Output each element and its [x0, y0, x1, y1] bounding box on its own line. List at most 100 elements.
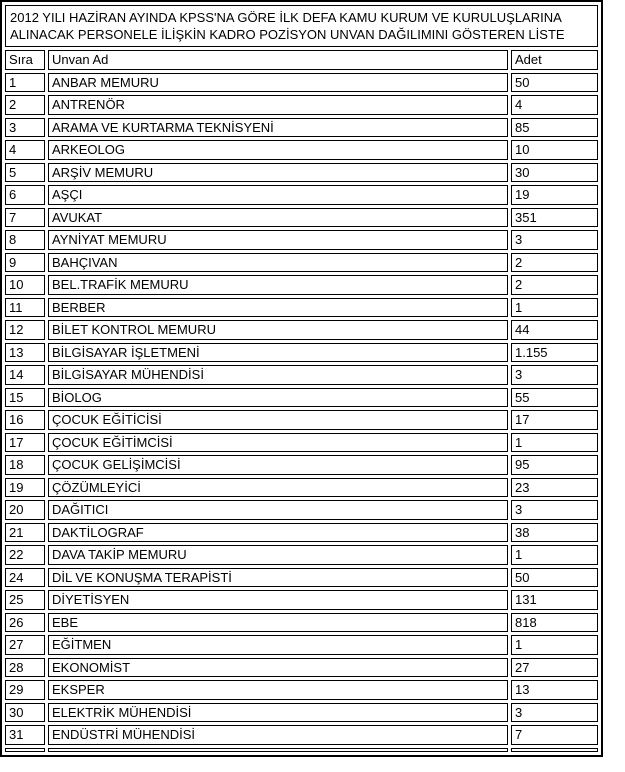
row-sira-cell: 14: [5, 365, 45, 385]
row-unvan-cell: EKONOMİST: [48, 657, 508, 677]
row-adet-cell: 13: [511, 680, 598, 700]
row-sira-cell: 19: [5, 477, 45, 497]
row-unvan-cell: DİYETİSYEN: [48, 590, 508, 610]
row-adet-cell: 7: [511, 725, 598, 745]
row-adet-cell: 3: [511, 702, 598, 722]
table-row: 15 BİOLOG 55: [5, 387, 598, 407]
table-row: 13 BİLGİSAYAR İŞLETMENİ 1.155: [5, 342, 598, 362]
row-adet-cell: 17: [511, 410, 598, 430]
table-row: 10 BEL.TRAFİK MEMURU 2: [5, 275, 598, 295]
row-unvan-cell: BAHÇIVAN: [48, 252, 508, 272]
row-unvan-cell: AVUKAT: [48, 207, 508, 227]
row-unvan-cell: ANBAR MEMURU: [48, 72, 508, 92]
table-row: 27 EĞİTMEN 1: [5, 635, 598, 655]
table-row: 16 ÇOCUK EĞİTİCİSİ 17: [5, 410, 598, 430]
row-unvan-cell: BİOLOG: [48, 387, 508, 407]
table-row: 21 DAKTİLOGRAF 38: [5, 522, 598, 542]
row-adet-cell: 30: [511, 162, 598, 182]
row-adet-cell: 27: [511, 657, 598, 677]
row-sira-cell: 11: [5, 297, 45, 317]
table-row: 30 ELEKTRİK MÜHENDİSİ 3: [5, 702, 598, 722]
table-row: 3 ARAMA VE KURTARMA TEKNİSYENİ 85: [5, 117, 598, 137]
row-sira-cell: 2: [5, 95, 45, 115]
table-body: 1 ANBAR MEMURU 50 2 ANTRENÖR 4 3 ARAMA VE KURTA…: [5, 72, 598, 745]
row-adet-cell: 1: [511, 432, 598, 452]
row-unvan-cell: ARAMA VE KURTARMA TEKNİSYENİ: [48, 117, 508, 137]
row-adet-cell: [511, 747, 598, 752]
header-row: Sıra Unvan Ad Adet: [5, 50, 598, 70]
row-sira-cell: 4: [5, 140, 45, 160]
row-adet-cell: 1.155: [511, 342, 598, 362]
row-adet-cell: 131: [511, 590, 598, 610]
table-row: 18 ÇOCUK GELİŞİMCİSİ 95: [5, 455, 598, 475]
table-row: 24 DİL VE KONUŞMA TERAPİSTİ 50: [5, 567, 598, 587]
row-unvan-cell: BEL.TRAFİK MEMURU: [48, 275, 508, 295]
row-sira-cell: 9: [5, 252, 45, 272]
row-adet-cell: 10: [511, 140, 598, 160]
table-row: 7 AVUKAT 351: [5, 207, 598, 227]
table-row: 8 AYNİYAT MEMURU 3: [5, 230, 598, 250]
row-unvan-cell: ANTRENÖR: [48, 95, 508, 115]
row-unvan-cell: BİLGİSAYAR İŞLETMENİ: [48, 342, 508, 362]
table-row: 31 ENDÜSTRİ MÜHENDİSİ 7: [5, 725, 598, 745]
row-sira-cell: 3: [5, 117, 45, 137]
row-sira-cell: 5: [5, 162, 45, 182]
row-sira-cell: 30: [5, 702, 45, 722]
row-unvan-cell: AYNİYAT MEMURU: [48, 230, 508, 250]
row-unvan-cell: DAĞITICI: [48, 500, 508, 520]
row-unvan-cell: AŞÇI: [48, 185, 508, 205]
row-sira-cell: 13: [5, 342, 45, 362]
row-sira-cell: 31: [5, 725, 45, 745]
row-sira-cell: 7: [5, 207, 45, 227]
row-adet-cell: 1: [511, 635, 598, 655]
table-row: 14 BİLGİSAYAR MÜHENDİSİ 3: [5, 365, 598, 385]
table-row: 5 ARŞİV MEMURU 30: [5, 162, 598, 182]
row-sira-cell: [5, 747, 45, 752]
row-sira-cell: 15: [5, 387, 45, 407]
row-unvan-cell: ENDÜSTRİ MÜHENDİSİ: [48, 725, 508, 745]
row-sira-cell: 28: [5, 657, 45, 677]
row-adet-cell: 351: [511, 207, 598, 227]
table-row: 26 EBE 818: [5, 612, 598, 632]
row-adet-cell: 95: [511, 455, 598, 475]
table-row: 25 DİYETİSYEN 131: [5, 590, 598, 610]
column-header-adet: Adet: [511, 50, 598, 70]
table-row: 19 ÇÖZÜMLEYİCİ 23: [5, 477, 598, 497]
row-unvan-cell: EKSPER: [48, 680, 508, 700]
list-title: 2012 YILI HAZİRAN AYINDA KPSS'NA GÖRE İL…: [5, 5, 598, 47]
row-sira-cell: 8: [5, 230, 45, 250]
row-adet-cell: 55: [511, 387, 598, 407]
row-unvan-cell: ÇOCUK EĞİTİCİSİ: [48, 410, 508, 430]
row-unvan-cell: ÇOCUK GELİŞİMCİSİ: [48, 455, 508, 475]
row-unvan-cell: BERBER: [48, 297, 508, 317]
row-adet-cell: 50: [511, 567, 598, 587]
row-sira-cell: 24: [5, 567, 45, 587]
row-unvan-cell: ÇÖZÜMLEYİCİ: [48, 477, 508, 497]
row-sira-cell: 25: [5, 590, 45, 610]
row-sira-cell: 22: [5, 545, 45, 565]
row-adet-cell: 38: [511, 522, 598, 542]
row-adet-cell: 2: [511, 275, 598, 295]
row-unvan-cell: ÇOCUK EĞİTİMCİSİ: [48, 432, 508, 452]
row-adet-cell: 3: [511, 365, 598, 385]
row-adet-cell: 3: [511, 500, 598, 520]
table-row: 1 ANBAR MEMURU 50: [5, 72, 598, 92]
table-row: 9 BAHÇIVAN 2: [5, 252, 598, 272]
table-row: 20 DAĞITICI 3: [5, 500, 598, 520]
row-sira-cell: 17: [5, 432, 45, 452]
row-unvan-cell: [48, 747, 508, 752]
row-adet-cell: 50: [511, 72, 598, 92]
column-header-unvan-ad: Unvan Ad: [48, 50, 508, 70]
row-sira-cell: 18: [5, 455, 45, 475]
row-sira-cell: 12: [5, 320, 45, 340]
row-sira-cell: 16: [5, 410, 45, 430]
row-adet-cell: 818: [511, 612, 598, 632]
table-row: 4 ARKEOLOG 10: [5, 140, 598, 160]
row-adet-cell: 23: [511, 477, 598, 497]
row-unvan-cell: ARKEOLOG: [48, 140, 508, 160]
row-unvan-cell: DAKTİLOGRAF: [48, 522, 508, 542]
row-adet-cell: 3: [511, 230, 598, 250]
row-sira-cell: 21: [5, 522, 45, 542]
table-head: 2012 YILI HAZİRAN AYINDA KPSS'NA GÖRE İL…: [5, 5, 598, 70]
